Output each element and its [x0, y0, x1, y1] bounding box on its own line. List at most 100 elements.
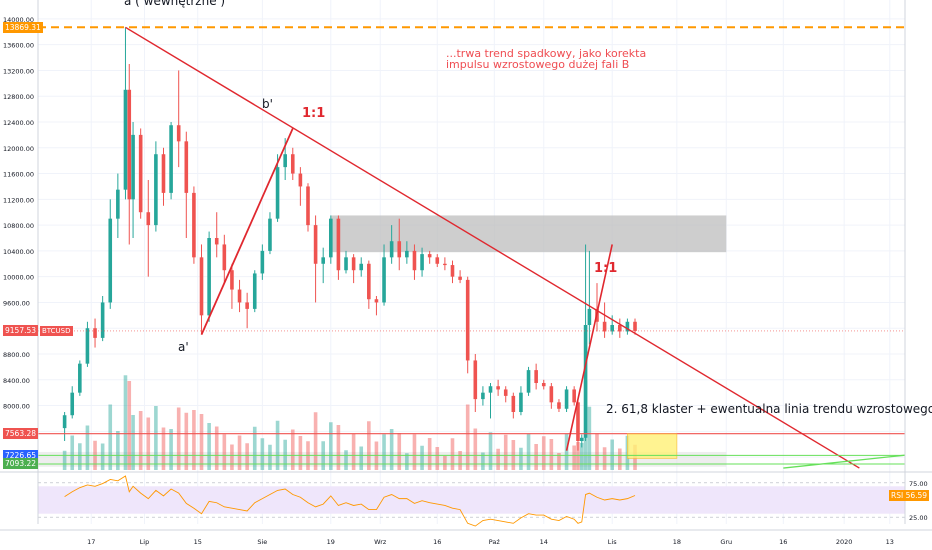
rising-trendline: [783, 454, 906, 469]
volume-bar: [161, 427, 166, 470]
candle-body: [511, 395, 516, 412]
volume-bar: [458, 451, 462, 470]
volume-bar: [283, 439, 287, 470]
volume-bar: [116, 431, 120, 470]
x-tick-label: Paź: [489, 538, 501, 546]
volume-bar: [275, 420, 280, 470]
candle-body: [351, 257, 356, 271]
volume-bar: [496, 448, 500, 470]
candle-body: [519, 392, 523, 412]
candle-body: [412, 250, 417, 271]
volume-bar: [245, 443, 249, 470]
volume-bar: [610, 439, 614, 470]
candle-body: [465, 279, 470, 361]
y-tick-label: 11600.00: [3, 171, 34, 179]
trend-note: ...trwa trend spadkowy, jako korekta imp…: [446, 47, 647, 71]
volume-bar: [214, 426, 219, 470]
volume-bar: [268, 444, 272, 470]
volume-bar: [176, 407, 181, 470]
volume-bar: [138, 411, 143, 470]
x-tick-label: 16: [779, 538, 787, 546]
candle-body: [420, 254, 424, 271]
candle-body: [481, 392, 485, 400]
candle-body: [321, 257, 325, 264]
candle-body: [427, 254, 432, 258]
candle-body: [214, 238, 219, 245]
rsi-line: [64, 475, 636, 527]
volume-bar: [222, 434, 227, 470]
candle-body: [344, 257, 348, 271]
volume-bar: [230, 444, 234, 470]
volume-bar: [344, 450, 348, 470]
price-axis-label: 9157.53: [3, 325, 39, 337]
volume-bar: [298, 436, 303, 470]
candle-body: [100, 302, 105, 338]
x-tick-label: 2020: [836, 538, 853, 546]
rsi-value-label: RSI 56.59: [889, 489, 930, 501]
volume-bar: [146, 417, 151, 470]
rsi-tick-label: 75.00: [909, 480, 928, 488]
candle-body: [127, 89, 132, 200]
volume-bar: [207, 423, 211, 470]
y-tick-label: 8400.00: [3, 377, 30, 385]
volume-bar: [359, 446, 364, 470]
time-axis[interactable]: 17 Lip 15 Sie 19 Wrz 16 Paź 14 Lis 18 Gru 16 2020 13: [0, 529, 932, 546]
volume-bar: [351, 433, 356, 470]
candle-body: [116, 189, 120, 219]
price-axis-label: 13869.31: [3, 21, 43, 33]
volume-bars: [62, 375, 637, 470]
candle-body: [123, 89, 128, 190]
candle-body: [230, 270, 234, 290]
rsi-tick-label: 25.00: [909, 514, 928, 522]
y-tick-label: 8000.00: [3, 403, 30, 411]
candle-body: [488, 386, 493, 393]
x-tick-label: 13: [886, 538, 894, 546]
candle-body: [610, 325, 614, 332]
candle-body: [85, 328, 90, 364]
volume-bar: [435, 447, 440, 470]
x-tick-label: Gru: [720, 538, 732, 546]
volume-bar: [70, 435, 75, 470]
candle-body: [572, 389, 576, 403]
volume-bar: [412, 434, 417, 470]
y-tick-label: 9600.00: [3, 299, 30, 307]
candle-body: [93, 328, 97, 338]
volume-bar: [420, 445, 424, 470]
klaster-note: 2. 61,8 klaster + ewentualna linia trend…: [606, 402, 932, 416]
volume-bar: [488, 432, 493, 470]
candle-body: [252, 273, 257, 309]
candle-body: [625, 321, 630, 332]
x-tick-label: Lip: [140, 538, 150, 546]
volume-bar: [123, 375, 128, 470]
candle-body: [78, 363, 82, 393]
candle-body: [503, 389, 508, 396]
volume-bar: [184, 412, 189, 470]
volume-bar: [192, 410, 196, 470]
x-tick-label: Wrz: [374, 538, 387, 546]
x-tick-label: 15: [194, 538, 202, 546]
volume-bar: [313, 412, 318, 470]
candle-body: [108, 218, 113, 303]
candle-body: [557, 402, 561, 409]
candle-body: [587, 308, 592, 325]
volume-bar: [382, 434, 386, 470]
y-tick-label: 12400.00: [3, 119, 34, 127]
candle-body: [283, 154, 287, 168]
volume-bar: [473, 428, 478, 470]
candlestick-series: [62, 27, 637, 451]
candle-body: [290, 154, 295, 174]
candle-body: [579, 437, 584, 441]
chart-drawings[interactable]: [38, 26, 906, 469]
volume-bar: [329, 422, 333, 470]
candle-body: [138, 134, 143, 213]
candle-body: [260, 250, 265, 274]
wave-b-label: b': [262, 97, 273, 111]
x-tick-label: 14: [540, 538, 548, 546]
y-tick-label: 10400.00: [3, 248, 34, 256]
volume-bar: [587, 406, 592, 470]
volume-bar: [169, 429, 173, 470]
volume-bar: [336, 425, 341, 470]
x-tick-label: 17: [87, 538, 95, 546]
volume-bar: [108, 404, 113, 470]
